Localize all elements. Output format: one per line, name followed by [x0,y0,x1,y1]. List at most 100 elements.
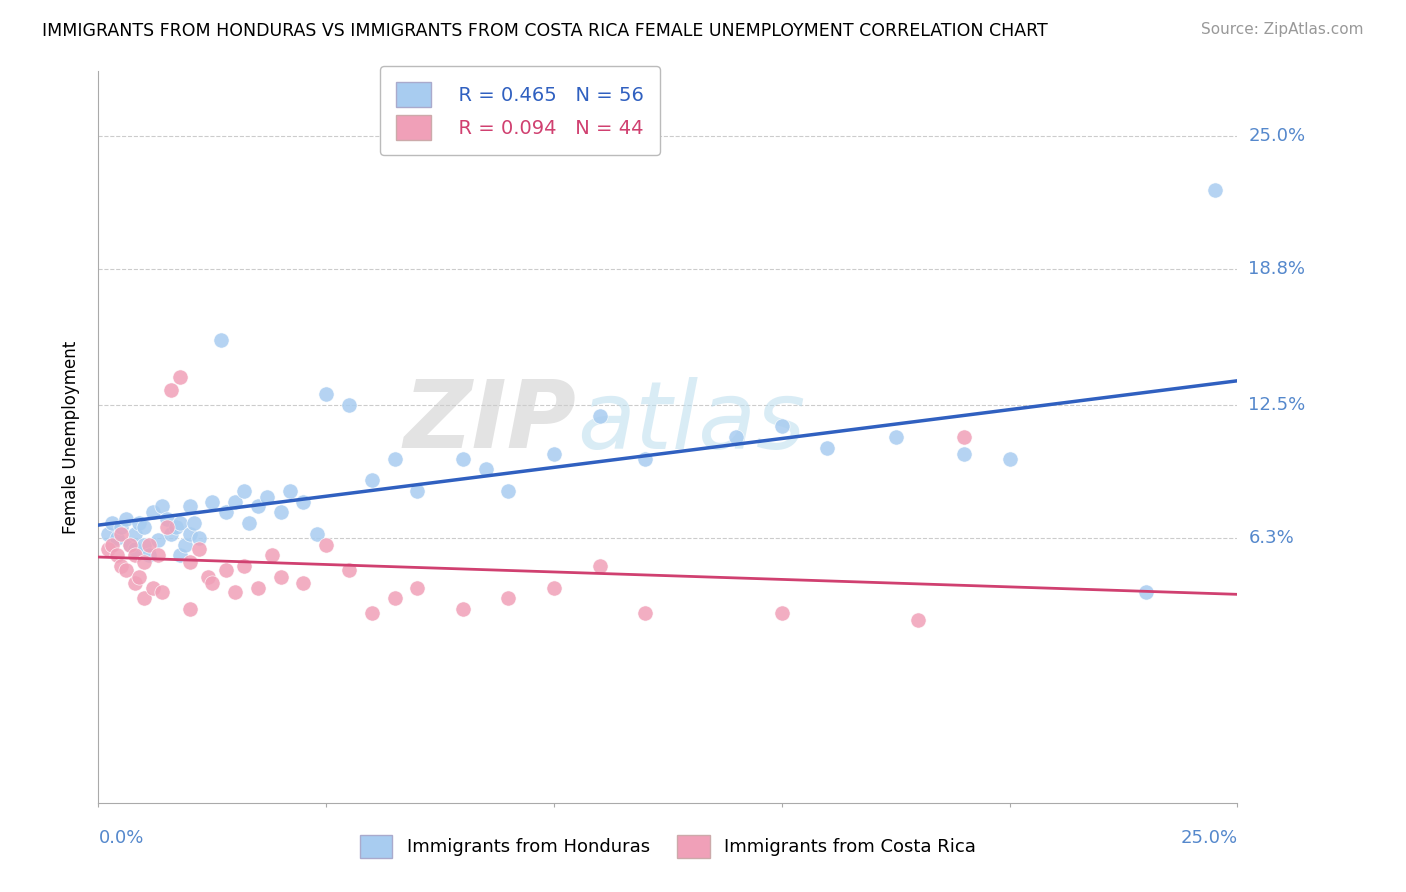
Text: 25.0%: 25.0% [1249,127,1306,145]
Point [142,505,165,519]
Point [132,520,155,534]
Point [132,555,155,569]
Point [183,516,205,530]
Point [451,602,474,616]
Point [360,473,382,487]
Point [292,576,315,591]
Point [725,430,748,444]
Point [337,564,360,578]
Point [197,570,219,584]
Point [96,527,118,541]
Point [246,499,269,513]
Point [120,538,142,552]
Point [1204,183,1226,197]
Point [406,483,429,498]
Point [124,549,146,563]
Point [110,527,132,541]
Point [270,570,292,584]
Point [160,383,183,397]
Point [588,409,610,423]
Point [256,491,278,505]
Point [498,591,520,606]
Point [150,499,173,513]
Point [384,591,406,606]
Point [169,549,191,563]
Text: ZIP: ZIP [404,376,576,468]
Point [179,555,201,569]
Point [179,527,201,541]
Point [142,581,165,595]
Point [105,549,128,563]
Text: Source: ZipAtlas.com: Source: ZipAtlas.com [1201,22,1364,37]
Text: atlas: atlas [576,377,806,468]
Point [101,516,124,530]
Point [174,538,197,552]
Point [337,398,360,412]
Point [406,581,429,595]
Point [179,499,201,513]
Point [224,585,246,599]
Text: IMMIGRANTS FROM HONDURAS VS IMMIGRANTS FROM COSTA RICA FEMALE UNEMPLOYMENT CORRE: IMMIGRANTS FROM HONDURAS VS IMMIGRANTS F… [42,22,1047,40]
Point [110,520,132,534]
Text: 18.8%: 18.8% [1249,260,1305,278]
Point [451,451,474,466]
Point [278,483,301,498]
Point [215,505,238,519]
Point [634,451,657,466]
Point [138,538,160,552]
Point [292,494,315,508]
Point [224,494,246,508]
Point [1135,585,1157,599]
Point [150,585,173,599]
Point [907,613,929,627]
Point [124,527,146,541]
Text: 25.0%: 25.0% [1180,829,1237,847]
Point [953,430,976,444]
Point [233,483,256,498]
Point [884,430,907,444]
Point [315,538,337,552]
Point [165,520,187,534]
Y-axis label: Female Unemployment: Female Unemployment [62,341,80,533]
Point [238,516,260,530]
Point [132,538,155,552]
Point [307,527,329,541]
Point [114,512,136,526]
Point [128,570,150,584]
Point [156,520,179,534]
Point [770,419,793,434]
Point [146,549,169,563]
Point [270,505,292,519]
Point [128,516,150,530]
Point [770,607,793,621]
Text: 6.3%: 6.3% [1249,529,1294,547]
Point [543,581,565,595]
Point [96,541,118,556]
Point [187,541,209,556]
Point [169,516,191,530]
Point [953,447,976,461]
Point [101,538,124,552]
Point [233,559,256,574]
Point [179,602,201,616]
Point [384,451,406,466]
Point [110,559,132,574]
Point [201,576,224,591]
Point [132,591,155,606]
Point [360,607,382,621]
Point [588,559,610,574]
Point [474,462,496,476]
Point [246,581,269,595]
Point [114,564,136,578]
Point [105,531,128,545]
Point [156,512,179,526]
Point [634,607,657,621]
Point [209,333,232,347]
Point [146,533,169,548]
Text: 12.5%: 12.5% [1249,396,1306,414]
Point [260,549,283,563]
Point [124,576,146,591]
Point [120,538,142,552]
Point [169,369,191,384]
Point [498,483,520,498]
